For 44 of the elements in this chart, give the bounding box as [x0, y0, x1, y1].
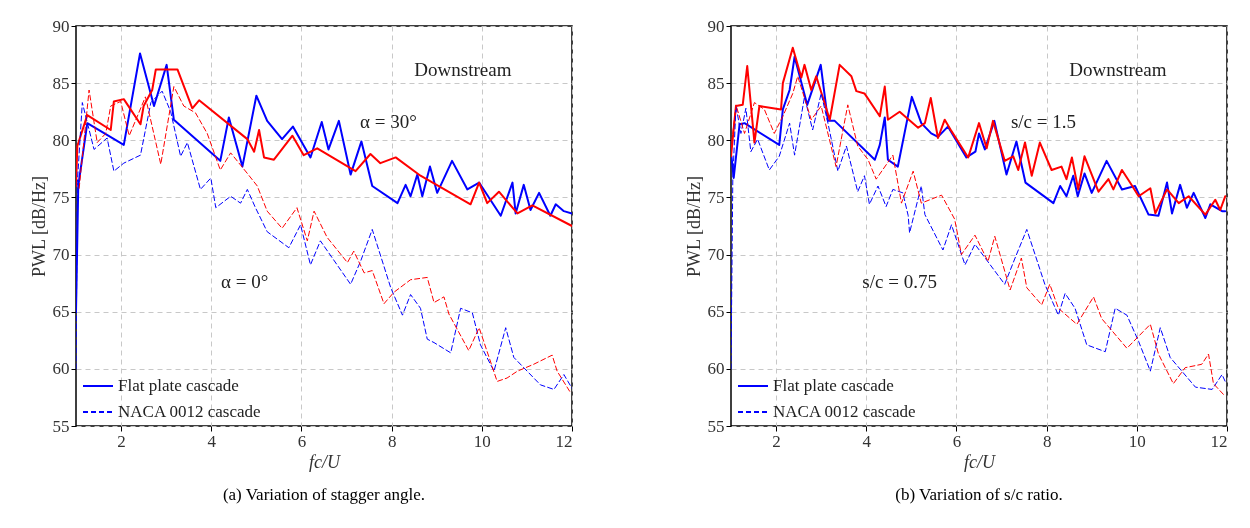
x-tick-label: 8: [1042, 431, 1052, 451]
y-tick-label: 70: [52, 245, 70, 265]
x-tick-label: 12: [555, 431, 573, 451]
y-tick-label: 80: [52, 130, 70, 150]
text: (a) Variation of stagger angle.: [222, 485, 426, 504]
y-tick-label: 75: [52, 187, 70, 207]
y-tick-label: 90: [707, 16, 725, 36]
y-tick-label: 65: [52, 302, 70, 322]
annotation: Downstream: [1069, 59, 1167, 80]
annotation: Downstream: [414, 59, 512, 80]
x-tick-label: 4: [207, 431, 217, 451]
y-tick-label: 90: [52, 16, 70, 36]
legend-label: Flat plate cascade: [773, 376, 894, 395]
y-tick-label: 85: [707, 73, 725, 93]
x-tick-label: 2: [772, 431, 781, 451]
y-tick-label: 60: [52, 359, 70, 379]
annotation: α = 0°: [221, 271, 269, 292]
x-axis-title: fc/U: [309, 451, 341, 472]
x-tick-label: 2: [117, 431, 126, 451]
y-axis-title: PWL [dB/Hz]: [683, 176, 704, 277]
y-tick-label: 60: [707, 359, 725, 379]
y-tick-label: 55: [707, 416, 725, 436]
y-tick-label: 85: [52, 73, 70, 93]
x-tick-label: 12: [1210, 431, 1228, 451]
legend-label: Flat plate cascade: [118, 376, 239, 395]
x-tick-label: 10: [473, 431, 491, 451]
y-tick-label: 55: [52, 416, 70, 436]
annotation: s/c = 1.5: [1010, 111, 1077, 132]
x-tick-label: 6: [297, 431, 307, 451]
x-tick-label: 10: [1128, 431, 1146, 451]
y-tick-label: 75: [707, 187, 725, 207]
y-tick-label: 65: [707, 302, 725, 322]
text: (b) Variation of s/c ratio.: [895, 485, 1063, 504]
x-tick-label: 8: [387, 431, 397, 451]
y-axis-title: PWL [dB/Hz]: [28, 176, 49, 277]
legend-label: NACA 0012 cascade: [773, 402, 916, 421]
annotation: s/c = 0.75: [862, 271, 937, 292]
annotation: α = 30°: [360, 111, 417, 132]
y-tick-label: 70: [707, 245, 725, 265]
x-tick-label: 6: [952, 431, 962, 451]
legend-label: NACA 0012 cascade: [118, 402, 261, 421]
x-tick-label: 4: [862, 431, 872, 451]
y-tick-label: 80: [707, 130, 725, 150]
x-axis-title: fc/U: [964, 451, 996, 472]
